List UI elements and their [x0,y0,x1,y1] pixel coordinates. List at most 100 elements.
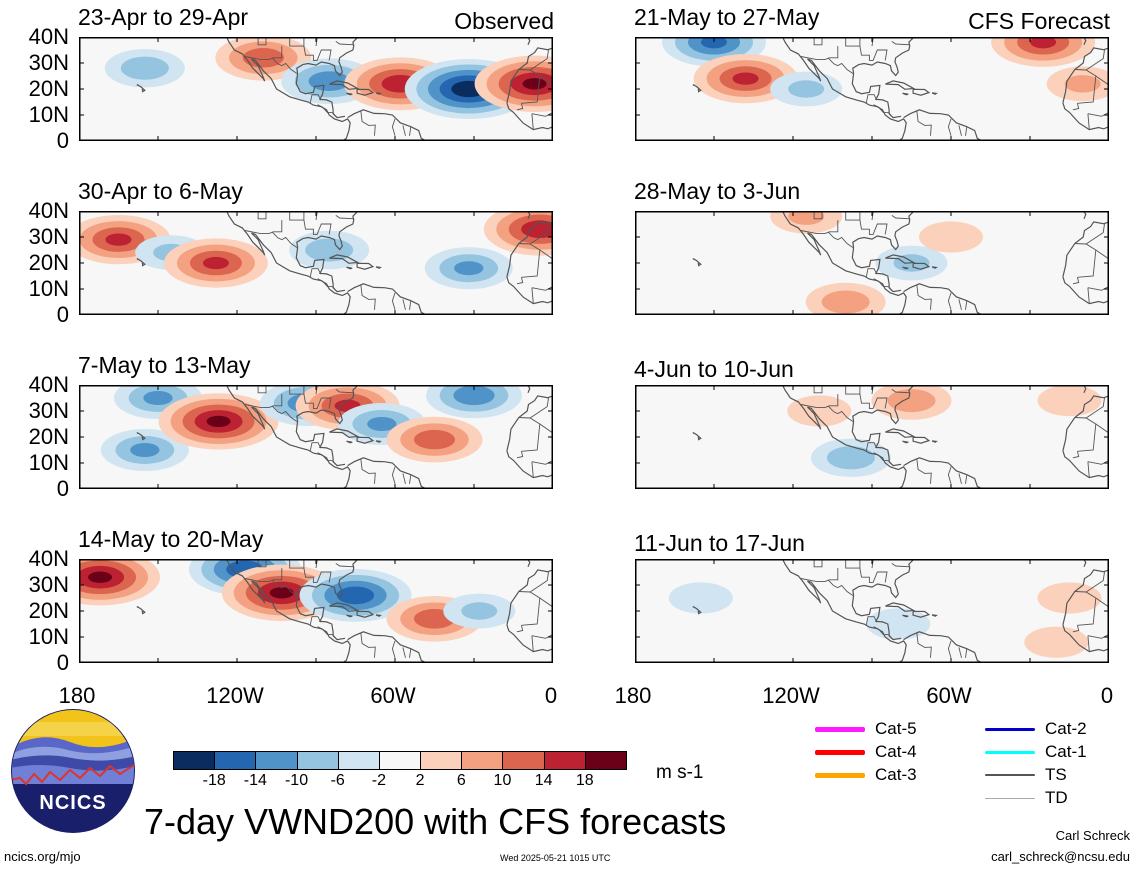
lat-label: 40N [28,372,69,397]
border-line [828,394,839,407]
border-line [409,300,412,310]
anomaly-feature [919,221,983,253]
storm-legend-label: Cat-5 [875,719,917,738]
lat-label: 10N [28,276,69,301]
anomaly-feature [662,37,766,67]
coastline [136,432,146,441]
panel-title-observed-4: 14-May to 20-May [78,526,264,552]
map-svg [635,211,1109,315]
border-line [891,41,911,46]
lat-label: 40N [28,198,69,223]
panel-label-observed: Observed [454,8,554,34]
anomaly-feature [79,559,161,606]
border-line [958,125,962,136]
border-line [891,215,911,220]
storm-legend-line [985,750,1035,754]
border-line [402,647,406,658]
coastline [347,631,427,663]
border-line [360,458,376,484]
colorbar-label: -18 [202,772,226,789]
ncics-logo: NCICS [11,709,135,833]
coastline [346,266,353,270]
contour-level [788,211,825,225]
colorbar-label: -6 [330,772,345,789]
contour-level [1037,582,1102,614]
border-line [865,268,878,278]
colorbar-label: -10 [284,772,309,789]
border-line [947,292,952,310]
border-line [800,56,854,75]
coastline [506,395,553,451]
anomaly-feature [810,438,891,477]
anomaly-feature [163,238,268,288]
border-line [865,94,878,104]
storm-legend-line [815,749,865,755]
lat-label: 20N [28,424,69,449]
border-line [965,300,968,310]
border-line [891,563,911,568]
border-line [539,75,553,86]
coastline [346,92,353,96]
coastline [136,258,146,267]
coastline [136,606,146,615]
coastline [347,109,427,141]
coastline [902,266,909,270]
border-line [865,442,878,452]
coastline [296,385,359,425]
lat-label: 20N [28,76,69,101]
contour-level [242,48,284,68]
map-panel-forecast-1 [635,37,1109,141]
contour-level [143,391,173,405]
border-line [1072,103,1080,111]
border-line [391,292,396,310]
border-line [531,287,534,304]
coastline [225,37,351,141]
anomaly-feature [787,395,852,427]
colorbar-segment [584,751,627,770]
anomaly-feature [770,211,843,234]
border-line [1087,461,1090,478]
storm-legend-line [815,726,865,732]
colorbar-label: -14 [243,772,267,789]
coastline [375,440,382,443]
colorbar-label: 2 [415,772,425,789]
lat-label: 40N [28,24,69,49]
map-svg [79,211,553,315]
footer-author: Carl Schreck [1055,828,1130,843]
panel-title-observed-1: 23-Apr to 29-Apr [78,4,249,30]
border-line [317,104,336,117]
border-line [965,126,968,136]
border-line [244,56,298,75]
colorbar [173,751,627,770]
anomaly-feature [424,247,513,290]
border-line [335,41,355,46]
border-line [891,389,911,394]
contour-level [367,417,397,431]
coastline [1062,450,1109,479]
border-line [828,568,839,581]
lon-label-0-right: 0 [1100,683,1114,708]
storm-legend-label: TS [1045,765,1067,784]
coastline [1062,276,1109,305]
coastline [903,283,983,315]
map-svg [79,385,553,489]
colorbar-label: 14 [534,772,553,789]
storm-legend-label: Cat-4 [875,742,917,761]
coastline [781,211,907,315]
colorbar-segment [255,751,298,770]
border-line [947,466,952,484]
coastline [356,88,375,96]
border-line [1095,249,1109,260]
map-panel-observed-1 [79,37,553,141]
coastline [296,37,359,77]
border-line [800,404,854,423]
border-line [813,559,823,568]
footer-timestamp: Wed 2025-05-21 1015 UTC [500,853,611,863]
coastline [375,92,382,95]
coastline [931,92,938,95]
contour-level [866,608,931,640]
border-line [828,46,839,59]
border-line [873,626,892,639]
colorbar-segment [461,751,504,770]
contour-level [1030,37,1057,49]
